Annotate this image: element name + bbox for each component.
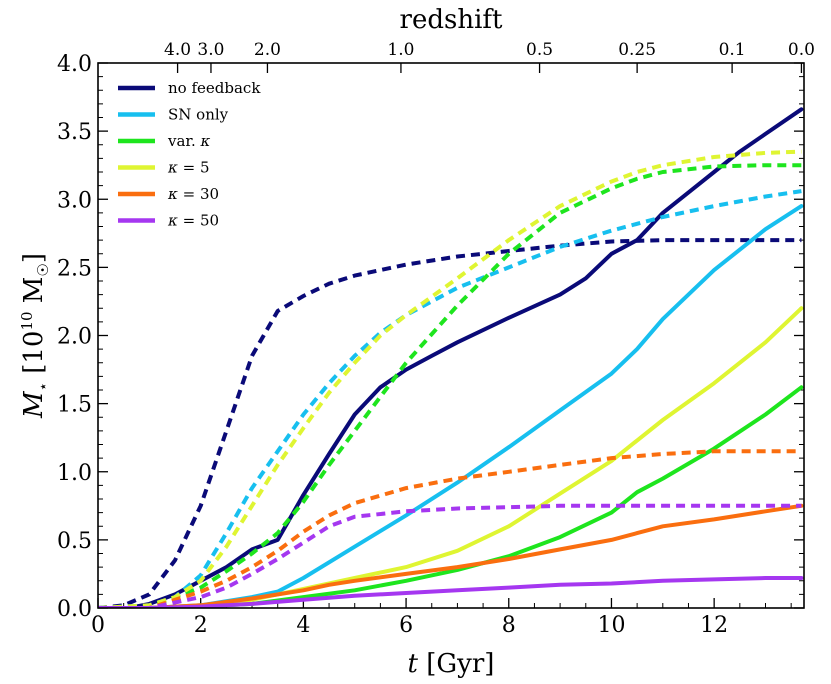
redshift-tick-label: 1.0	[387, 40, 414, 60]
series-solid-sn-only	[98, 204, 804, 608]
redshift-axis-title: redshift	[400, 5, 503, 35]
series-dashed--5	[98, 149, 802, 608]
tick-marks-layer	[97, 62, 804, 609]
legend-label: SN only	[168, 106, 229, 124]
x-tick-label: 6	[399, 613, 413, 638]
legend-label: no feedback	[168, 79, 261, 97]
series-dashed-no-feedback	[98, 238, 802, 608]
series-solid--30	[98, 503, 804, 608]
y-axis-title: M⋆ [1010 M☉]	[18, 253, 52, 419]
legend: no feedback SN only var. κ κ = 5 κ = 30 κ = 5…	[118, 79, 261, 230]
y-tick-label: 3.0	[57, 188, 92, 213]
legend-label: κ = 5	[167, 159, 210, 177]
series-layer	[98, 107, 804, 608]
redshift-tick-label: 0.0	[788, 40, 815, 60]
legend-label: var. κ	[167, 132, 210, 150]
redshift-tick-label: 4.0	[164, 40, 191, 60]
series-group	[98, 107, 804, 608]
y-tick-label: 4.0	[57, 52, 92, 77]
x-tick-label: 4	[296, 613, 310, 638]
redshift-tick-label: 0.1	[719, 40, 746, 60]
series-solid--50	[98, 576, 804, 608]
redshift-tick-label: 0.25	[618, 40, 656, 60]
series-dashed-var-	[98, 163, 802, 608]
series-solid-no-feedback	[98, 107, 804, 608]
series-dashed--30	[98, 449, 802, 608]
x-axis-title: t [Gyr]	[408, 649, 495, 679]
series-dashed--50	[98, 503, 802, 608]
redshift-tick-label: 2.0	[254, 40, 281, 60]
x-tick-label: 12	[700, 613, 728, 638]
redshift-tick-label: 3.0	[197, 40, 224, 60]
legend-label: κ = 50	[167, 212, 219, 230]
x-tick-label: 10	[597, 613, 625, 638]
y-tick-label: 1.0	[57, 461, 92, 486]
x-tick-label: 2	[194, 613, 208, 638]
legend-label: κ = 30	[167, 185, 219, 203]
series-dashed-sn-only	[98, 189, 802, 608]
y-tick-label: 3.5	[57, 120, 92, 145]
y-tick-label: 0.0	[57, 597, 92, 622]
labels-layer: 0 2 4 6 8 10 12 0.0 0.5 1.0 1.5 2.0 2.5 3.0 3.5 4.0 4.0 3…	[18, 5, 815, 679]
y-tick-label: 2.5	[57, 256, 92, 281]
y-tick-label: 2.0	[57, 325, 92, 350]
y-tick-label: 0.5	[57, 529, 92, 554]
redshift-tick-label: 0.5	[526, 40, 553, 60]
x-tick-label: 0	[91, 613, 105, 638]
plot-frame	[97, 62, 805, 609]
x-tick-label: 8	[502, 613, 516, 638]
y-tick-label: 1.5	[57, 393, 92, 418]
